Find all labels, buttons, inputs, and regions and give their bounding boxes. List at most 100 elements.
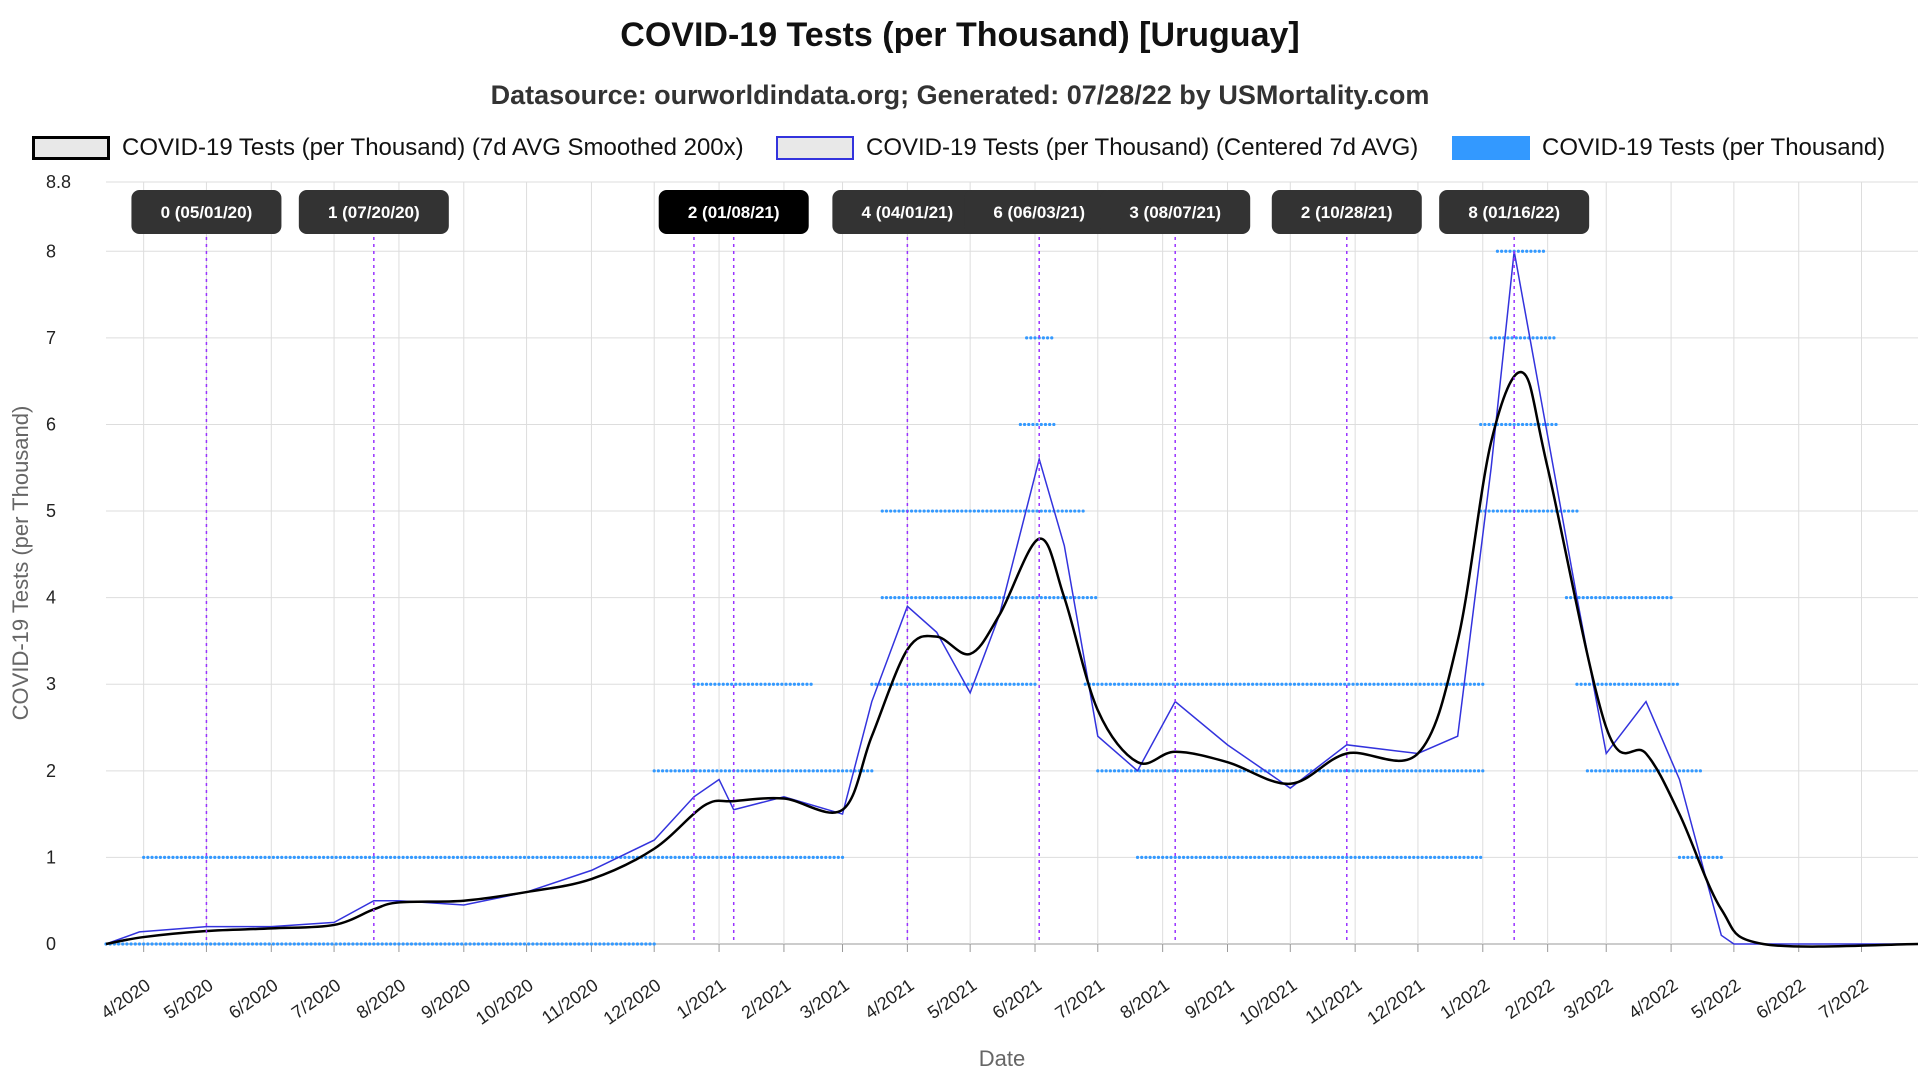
raw-data-point [1617, 682, 1621, 686]
raw-data-point [1608, 682, 1613, 686]
raw-data-point [1525, 422, 1529, 427]
raw-data-point [359, 855, 363, 860]
raw-data-point [828, 769, 832, 773]
y-tick-label: 4 [46, 588, 56, 608]
raw-data-point [1585, 596, 1590, 600]
raw-data-point [1629, 682, 1633, 686]
raw-data-point [1020, 682, 1025, 686]
raw-data-point [874, 682, 878, 686]
raw-data-point [1669, 769, 1673, 773]
raw-data-point [1351, 682, 1355, 686]
raw-data-point [259, 855, 263, 860]
raw-data-point [1112, 682, 1117, 686]
x-tick-label: 11/2021 [1302, 975, 1366, 1028]
raw-data-point [1543, 336, 1548, 340]
raw-data-point [1236, 855, 1240, 860]
raw-data-point [1604, 682, 1608, 686]
raw-data-point [1541, 509, 1546, 513]
raw-data-point [897, 596, 901, 600]
raw-data-point [1682, 855, 1686, 860]
raw-data-point [755, 682, 759, 686]
raw-data-point [1422, 682, 1426, 686]
raw-data-point [142, 855, 146, 860]
raw-data-point [819, 855, 824, 860]
raw-data-point [983, 682, 987, 686]
raw-data-point [1022, 422, 1027, 427]
raw-data-point [1500, 249, 1504, 253]
raw-data-point [1031, 596, 1035, 600]
raw-data-point [476, 855, 481, 860]
raw-data-point [1204, 769, 1209, 773]
raw-data-point [1466, 855, 1470, 860]
raw-data-point [1462, 855, 1466, 860]
raw-data-point [121, 942, 125, 946]
raw-data-point [443, 942, 447, 946]
raw-data-point [422, 855, 426, 860]
raw-data-point [539, 942, 543, 946]
raw-data-point [769, 855, 773, 860]
raw-data-point [1516, 249, 1520, 253]
raw-data-point [221, 942, 225, 946]
raw-data-point [916, 682, 920, 686]
raw-data-point [1073, 509, 1077, 513]
raw-data-point [330, 855, 334, 860]
raw-data-point [1035, 422, 1039, 427]
raw-data-point [263, 942, 267, 946]
raw-data-point [801, 682, 805, 686]
annotation-box [131, 190, 282, 234]
raw-data-point [217, 855, 221, 860]
raw-data-point [1181, 855, 1186, 860]
annotation-box [1100, 190, 1251, 234]
raw-data-point [577, 942, 581, 946]
raw-data-point [677, 855, 681, 860]
raw-data-point [1372, 682, 1376, 686]
x-tick-label: 5/2021 [924, 975, 981, 1023]
raw-data-point [1077, 596, 1081, 600]
raw-data-point [702, 769, 707, 773]
raw-data-point [782, 769, 786, 773]
raw-data-point [1043, 509, 1048, 513]
raw-data-point [1027, 422, 1031, 427]
raw-data-point [704, 682, 709, 686]
raw-data-point [1663, 682, 1667, 686]
raw-data-point [351, 942, 355, 946]
raw-data-point [627, 942, 631, 946]
raw-data-point [434, 855, 439, 860]
raw-data-point [1636, 596, 1640, 600]
raw-data-point [259, 942, 263, 946]
raw-data-point [1004, 682, 1008, 686]
raw-data-point [1192, 769, 1196, 773]
raw-data-point [964, 596, 968, 600]
legend-item-raw[interactable]: COVID-19 Tests (per Thousand) [1452, 132, 1885, 164]
raw-data-point [1184, 682, 1188, 686]
raw-data-point [1104, 682, 1108, 686]
raw-data-point [776, 682, 780, 686]
raw-data-point [602, 855, 606, 860]
x-tick-label: 6/2020 [225, 975, 282, 1023]
raw-data-point [1650, 682, 1654, 686]
raw-data-point [426, 855, 430, 860]
raw-data-point [721, 682, 725, 686]
raw-data-point [1179, 682, 1184, 686]
legend-item-centered[interactable]: COVID-19 Tests (per Thousand) (Centered … [776, 132, 1418, 164]
raw-data-point [1525, 249, 1529, 253]
raw-data-point [981, 596, 985, 600]
raw-data-point [1424, 855, 1428, 860]
raw-data-point [1221, 682, 1225, 686]
raw-data-point [1443, 769, 1447, 773]
legend-item-smoothed[interactable]: COVID-19 Tests (per Thousand) (7d AVG Sm… [32, 132, 744, 164]
raw-data-point [1364, 682, 1368, 686]
raw-data-point [1307, 855, 1311, 860]
raw-data-point [368, 942, 372, 946]
y-tick-label: 8 [46, 241, 56, 261]
raw-data-point [943, 596, 947, 600]
raw-data-point [1516, 509, 1520, 513]
raw-data-point [648, 942, 652, 946]
raw-data-point [884, 596, 889, 600]
raw-data-point [1039, 422, 1043, 427]
raw-data-point [1328, 855, 1332, 860]
raw-data-point [702, 855, 707, 860]
raw-data-point [150, 942, 154, 946]
raw-data-point [694, 769, 698, 773]
raw-data-point [832, 855, 836, 860]
